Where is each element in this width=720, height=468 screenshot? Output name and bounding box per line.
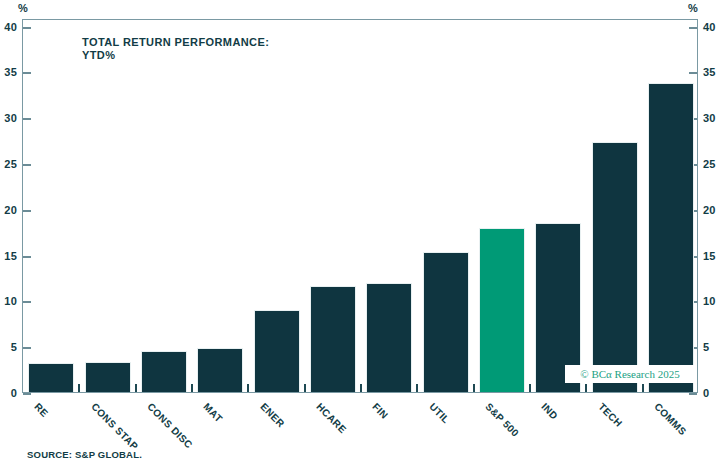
x-axis-tick xyxy=(473,384,475,392)
bar-util xyxy=(423,252,469,392)
y-tick-right xyxy=(689,27,697,29)
y-tick-label-right: 25 xyxy=(703,158,720,170)
y-tick-label-right: 35 xyxy=(703,66,720,78)
x-axis-label-mat: MAT xyxy=(201,401,224,424)
x-axis-label-ener: ENER xyxy=(258,401,287,430)
y-tick-left xyxy=(23,118,31,120)
bar-tech xyxy=(592,142,638,392)
x-axis-label-cons-disc: CONS DISC xyxy=(145,401,195,451)
y-tick-label-left: 15 xyxy=(0,250,17,262)
y-tick-label-left: 20 xyxy=(0,204,17,216)
y-tick-label-left: 40 xyxy=(0,21,17,33)
bar-hcare xyxy=(310,286,356,392)
chart-title-line2: YTD% xyxy=(82,49,269,62)
y-axis-unit-left: % xyxy=(18,2,28,14)
x-axis-tick xyxy=(247,384,249,392)
y-tick-label-left: 35 xyxy=(0,66,17,78)
y-tick-right xyxy=(689,393,697,395)
y-tick-label-right: 5 xyxy=(703,341,720,353)
y-tick-label-right: 10 xyxy=(703,295,720,307)
y-tick-left xyxy=(23,301,31,303)
y-axis-unit-right: % xyxy=(688,2,698,14)
plot-area xyxy=(22,19,698,393)
y-tick-label-left: 0 xyxy=(0,387,17,399)
x-axis-tick xyxy=(416,384,418,392)
y-tick-label-left: 10 xyxy=(0,295,17,307)
x-axis-label-re: RE xyxy=(32,401,50,419)
x-axis-tick xyxy=(642,384,644,392)
watermark-text: © BCα Research 2025 xyxy=(580,368,679,380)
bar-mat xyxy=(197,348,243,392)
y-tick-left xyxy=(23,210,31,212)
bar-s-p-500 xyxy=(479,228,525,392)
bar-comms xyxy=(648,83,694,392)
bar-fin xyxy=(366,283,412,392)
source-note: SOURCE: S&P GLOBAL. xyxy=(27,449,142,460)
x-axis-label-cons-stap: CONS STAP xyxy=(89,401,140,452)
y-tick-label-left: 5 xyxy=(0,341,17,353)
y-tick-left xyxy=(23,27,31,29)
x-axis-tick xyxy=(585,384,587,392)
x-axis-tick xyxy=(529,384,531,392)
y-tick-left xyxy=(23,72,31,74)
y-tick-right xyxy=(689,72,697,74)
watermark-box: © BCα Research 2025 xyxy=(565,365,695,383)
bar-re xyxy=(28,363,74,392)
bar-cons-disc xyxy=(141,351,187,392)
x-axis-label-comms: COMMS xyxy=(652,401,688,437)
chart-title-line1: TOTAL RETURN PERFORMANCE: xyxy=(82,36,269,49)
x-axis-label-fin: FIN xyxy=(370,401,390,421)
x-axis-tick xyxy=(304,384,306,392)
x-axis-tick xyxy=(191,384,193,392)
y-tick-label-right: 20 xyxy=(703,204,720,216)
bar-cons-stap xyxy=(85,362,131,392)
y-tick-label-right: 15 xyxy=(703,250,720,262)
x-axis-label-ind: IND xyxy=(539,401,560,422)
y-tick-label-right: 30 xyxy=(703,112,720,124)
x-axis-label-tech: TECH xyxy=(596,401,624,429)
x-axis-label-util: UTIL xyxy=(427,401,452,426)
y-tick-label-left: 30 xyxy=(0,112,17,124)
bar-ener xyxy=(254,310,300,392)
x-axis-tick xyxy=(135,384,137,392)
y-tick-label-right: 40 xyxy=(703,21,720,33)
chart-figure: % % TOTAL RETURN PERFORMANCE: YTD% © BCα… xyxy=(0,0,720,468)
x-axis-tick xyxy=(78,384,80,392)
y-tick-left xyxy=(23,164,31,166)
y-tick-left xyxy=(23,393,31,395)
y-tick-label-right: 0 xyxy=(703,387,720,399)
x-axis-tick xyxy=(360,384,362,392)
chart-title: TOTAL RETURN PERFORMANCE: YTD% xyxy=(82,36,269,62)
x-axis-label-hcare: HCARE xyxy=(314,401,348,435)
y-tick-left xyxy=(23,256,31,258)
x-axis-label-s-p-500: S&P 500 xyxy=(483,401,521,439)
y-tick-label-left: 25 xyxy=(0,158,17,170)
y-tick-left xyxy=(23,347,31,349)
